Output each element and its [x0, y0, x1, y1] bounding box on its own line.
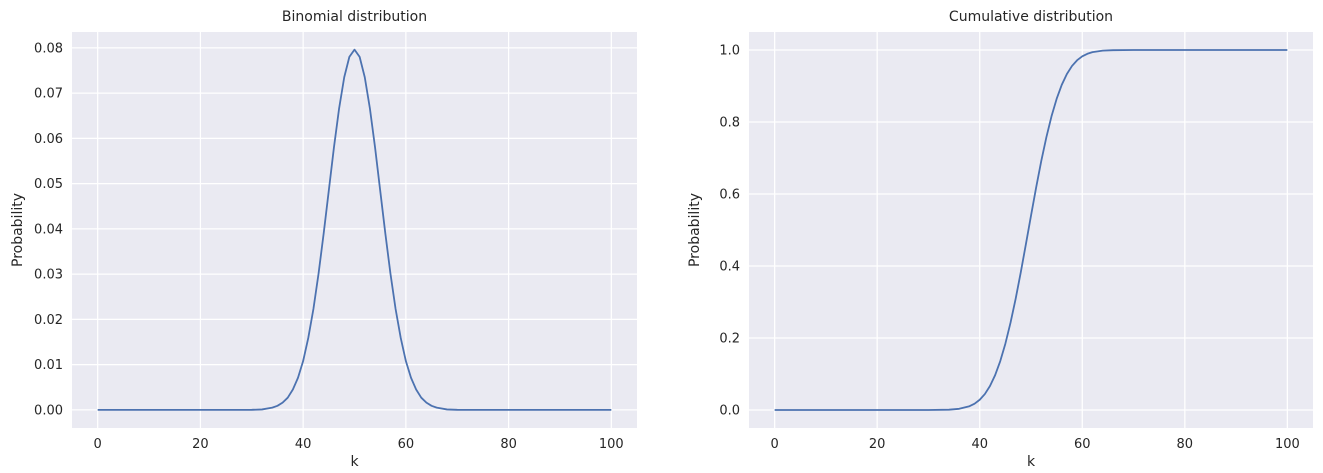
y-tick-label: 0.02: [34, 313, 63, 328]
y-axis-label: Probability: [687, 193, 703, 267]
x-tick-label: 20: [869, 437, 886, 452]
chart-title: Binomial distribution: [282, 9, 427, 25]
plot-area: [72, 32, 637, 428]
y-tick-label: 1.0: [719, 44, 740, 59]
x-axis-label: k: [350, 454, 359, 470]
chart-panel-1: 0 20 40 60 80 100 0.00 0.01 0.02 0.03 0.04 0.05 0.06…: [10, 9, 637, 470]
x-tick-label: 40: [295, 437, 312, 452]
series-line: [97, 48, 612, 411]
y-tick-label: 0.06: [34, 132, 63, 147]
y-tick-label: 0.4: [719, 260, 740, 275]
x-tick-label: 100: [599, 437, 624, 452]
y-tick-label: 0.07: [34, 87, 63, 102]
y-tick-label: 0.01: [34, 358, 63, 373]
x-tick-label: 80: [1177, 437, 1194, 452]
y-tick-label: 0.05: [34, 177, 63, 192]
plot-area: [749, 32, 1313, 428]
x-tick-label: 0: [94, 437, 102, 452]
y-tick-label: 0.03: [34, 268, 63, 283]
x-tick-label: 40: [971, 437, 988, 452]
series-line: [774, 49, 1288, 411]
x-tick-label: 60: [1074, 437, 1091, 452]
y-tick-label: 0.08: [34, 41, 63, 56]
x-tick-label: 60: [398, 437, 415, 452]
y-tick-label: 0.04: [34, 222, 63, 237]
chart-title: Cumulative distribution: [949, 9, 1113, 25]
chart-panel-2: 0 20 40 60 80 100 0.0 0.2 0.4 0.6 0.8 1.0 Cumulative…: [687, 9, 1313, 470]
y-tick-label: 0.00: [34, 403, 63, 418]
x-axis-label: k: [1027, 454, 1036, 470]
x-tick-label: 20: [192, 437, 209, 452]
y-tick-label: 0.6: [719, 188, 740, 203]
y-tick-label: 0.0: [719, 404, 740, 419]
y-tick-label: 0.2: [719, 332, 740, 347]
x-tick-label: 80: [500, 437, 517, 452]
x-tick-label: 100: [1275, 437, 1300, 452]
y-axis-label: Probability: [10, 193, 26, 267]
y-tick-label: 0.8: [719, 116, 740, 131]
x-tick-label: 0: [770, 437, 778, 452]
